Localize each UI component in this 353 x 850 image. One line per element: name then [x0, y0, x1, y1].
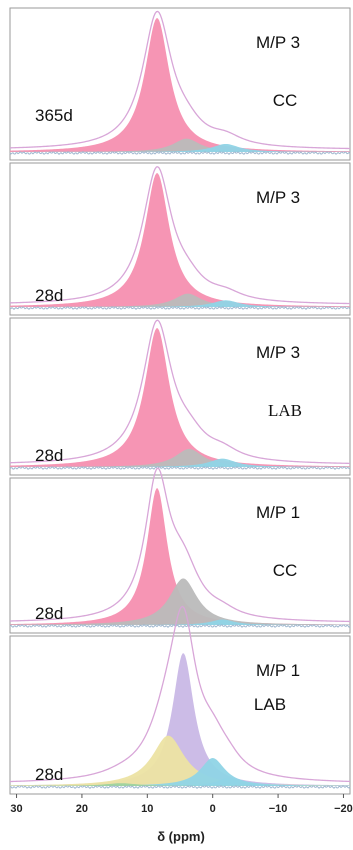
- component-peak-pink: [10, 18, 350, 152]
- panel-cure-label: CC: [273, 561, 298, 580]
- panel-time-label: 28d: [35, 604, 63, 623]
- envelope-fit-curve: [9, 605, 351, 783]
- panel-ratio-label: M/P 1: [256, 661, 300, 680]
- panel-ratio-label: M/P 3: [256, 33, 300, 52]
- baseline-trace: [9, 785, 351, 789]
- x-tick-label: −10: [269, 803, 288, 815]
- panel-ratio-label: M/P 3: [256, 343, 300, 362]
- x-tick-label: −20: [334, 803, 353, 815]
- spectra-panels: 365d M/P 3 CC 28d M/P 3 28d M/P 3 LAB 28d M/P 1 CC…: [9, 7, 351, 795]
- envelope-fit-curve: [9, 166, 351, 305]
- component-peak-gray: [10, 578, 350, 625]
- x-axis: 30 20 10 0 −10 −20: [10, 794, 353, 815]
- component-peak-green: [10, 783, 350, 786]
- spectrum-panel-5: 28d M/P 1 LAB: [9, 605, 351, 795]
- component-peak-pink: [10, 173, 350, 307]
- x-axis-label: δ (ppm): [157, 829, 205, 844]
- panel-time-label: 365d: [35, 106, 73, 125]
- spectrum-panel-2: 28d M/P 3: [9, 162, 351, 316]
- x-tick-label: 30: [10, 803, 22, 815]
- panel-time-label: 28d: [35, 286, 63, 305]
- component-peak-yellow: [10, 735, 350, 786]
- envelope-fit-curve: [9, 467, 351, 623]
- component-peak-gray: [10, 448, 350, 467]
- x-tick-label: 20: [76, 803, 88, 815]
- envelope-fit-curve: [9, 10, 351, 150]
- x-tick-label: 0: [210, 803, 216, 815]
- spectrum-panel-3: 28d M/P 3 LAB: [9, 317, 351, 476]
- spectrum-panel-1: 365d M/P 3 CC: [9, 7, 351, 161]
- baseline-trace: [9, 306, 351, 310]
- baseline-trace: [9, 624, 351, 628]
- component-peak-gray: [10, 138, 350, 152]
- panel-cure-label: CC: [273, 91, 298, 110]
- component-peak-purple: [10, 653, 350, 786]
- panel-cure-label: LAB: [254, 695, 286, 714]
- panel-time-label: 28d: [35, 446, 63, 465]
- baseline-trace: [9, 151, 351, 155]
- baseline-trace: [9, 466, 351, 470]
- envelope-fit-curve: [9, 319, 351, 465]
- panel-cure-label: LAB: [268, 401, 302, 420]
- panel-ratio-label: M/P 1: [256, 503, 300, 522]
- spectrum-panel-4: 28d M/P 1 CC: [9, 467, 351, 634]
- panel-ratio-label: M/P 3: [256, 188, 300, 207]
- component-peak-pink: [10, 328, 350, 467]
- x-tick-label: 10: [141, 803, 153, 815]
- panel-time-label: 28d: [35, 765, 63, 784]
- component-peak-gray: [10, 293, 350, 307]
